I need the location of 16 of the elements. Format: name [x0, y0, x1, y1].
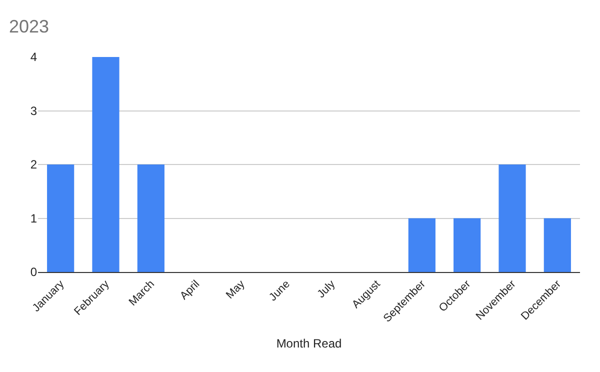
bar [454, 218, 481, 272]
x-tick-label: July [315, 278, 338, 301]
y-tick-label: 1 [30, 211, 38, 226]
bar [408, 218, 436, 272]
y-tick-label: 4 [30, 50, 38, 64]
x-tick-label: May [224, 278, 248, 302]
x-axis-title: Month Read [276, 336, 342, 351]
bar [498, 164, 526, 272]
y-tick-label: 3 [30, 104, 38, 118]
bar [137, 164, 164, 272]
bar [544, 218, 571, 272]
bar [92, 57, 120, 272]
y-tick-label: 0 [30, 265, 38, 280]
bar [47, 164, 74, 272]
chart-title: 2023 [9, 16, 50, 36]
y-tick-label: 2 [30, 158, 38, 172]
